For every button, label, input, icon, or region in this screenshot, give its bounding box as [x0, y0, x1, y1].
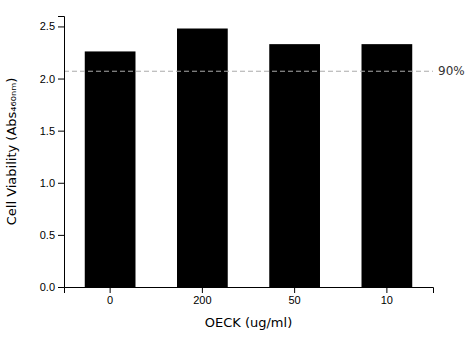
tick-label: 0.5 [40, 229, 55, 241]
tick: 1.0 [40, 177, 64, 189]
tick-label: 0 [107, 294, 113, 306]
bar [85, 51, 136, 287]
tick: 0 [107, 287, 113, 306]
tick-mark [58, 235, 64, 236]
x-axis: 0 200 50 10 [65, 287, 434, 306]
tick-mark [58, 26, 64, 27]
tick-label: 2.0 [40, 73, 55, 85]
y-axis-title: Cell Viability (Abs₄₆₀ₙₘ) [4, 78, 19, 226]
tick-label: 1.5 [40, 125, 55, 137]
tick: 0.5 [40, 229, 64, 241]
y-axis: 0.0 0.5 1.0 1.5 2.0 2.5 [40, 17, 65, 294]
x-axis-title: OECK (ug/ml) [205, 315, 292, 330]
bar [362, 44, 413, 287]
bar [177, 29, 228, 287]
tick-mark [294, 287, 295, 293]
tick: 2.5 [40, 20, 64, 32]
tick-mark [58, 79, 64, 80]
tick: 10 [381, 287, 393, 306]
tick-mark [58, 287, 64, 288]
reference-line [64, 71, 433, 72]
tick-label: 0.0 [40, 281, 55, 293]
tick-label: 1.0 [40, 177, 55, 189]
tick-mark [58, 183, 64, 184]
tick-label: 50 [289, 294, 301, 306]
tick-label: 10 [381, 294, 393, 306]
tick: 200 [193, 287, 211, 306]
tick-mark [202, 287, 203, 293]
tick-label: 2.5 [40, 20, 55, 32]
tick-mark [58, 131, 64, 132]
tick-mark [386, 287, 387, 293]
tick: 0.0 [40, 281, 64, 293]
tick: 1.5 [40, 125, 64, 137]
plot: 90% 0.0 0.5 1.0 1.5 2.0 2.5 0 200 50 10 [40, 17, 465, 306]
chart: 90% 0.0 0.5 1.0 1.5 2.0 2.5 0 200 50 10 OECK (ug/ml… [0, 0, 475, 339]
tick-label: 200 [193, 294, 211, 306]
tick: 50 [289, 287, 301, 306]
tick: 2.0 [40, 73, 64, 85]
bar [269, 44, 320, 287]
axis-line [65, 288, 434, 294]
marks [64, 29, 433, 287]
axis-line [58, 17, 65, 288]
tick-mark [110, 287, 111, 293]
annotation: 90% [438, 64, 465, 78]
